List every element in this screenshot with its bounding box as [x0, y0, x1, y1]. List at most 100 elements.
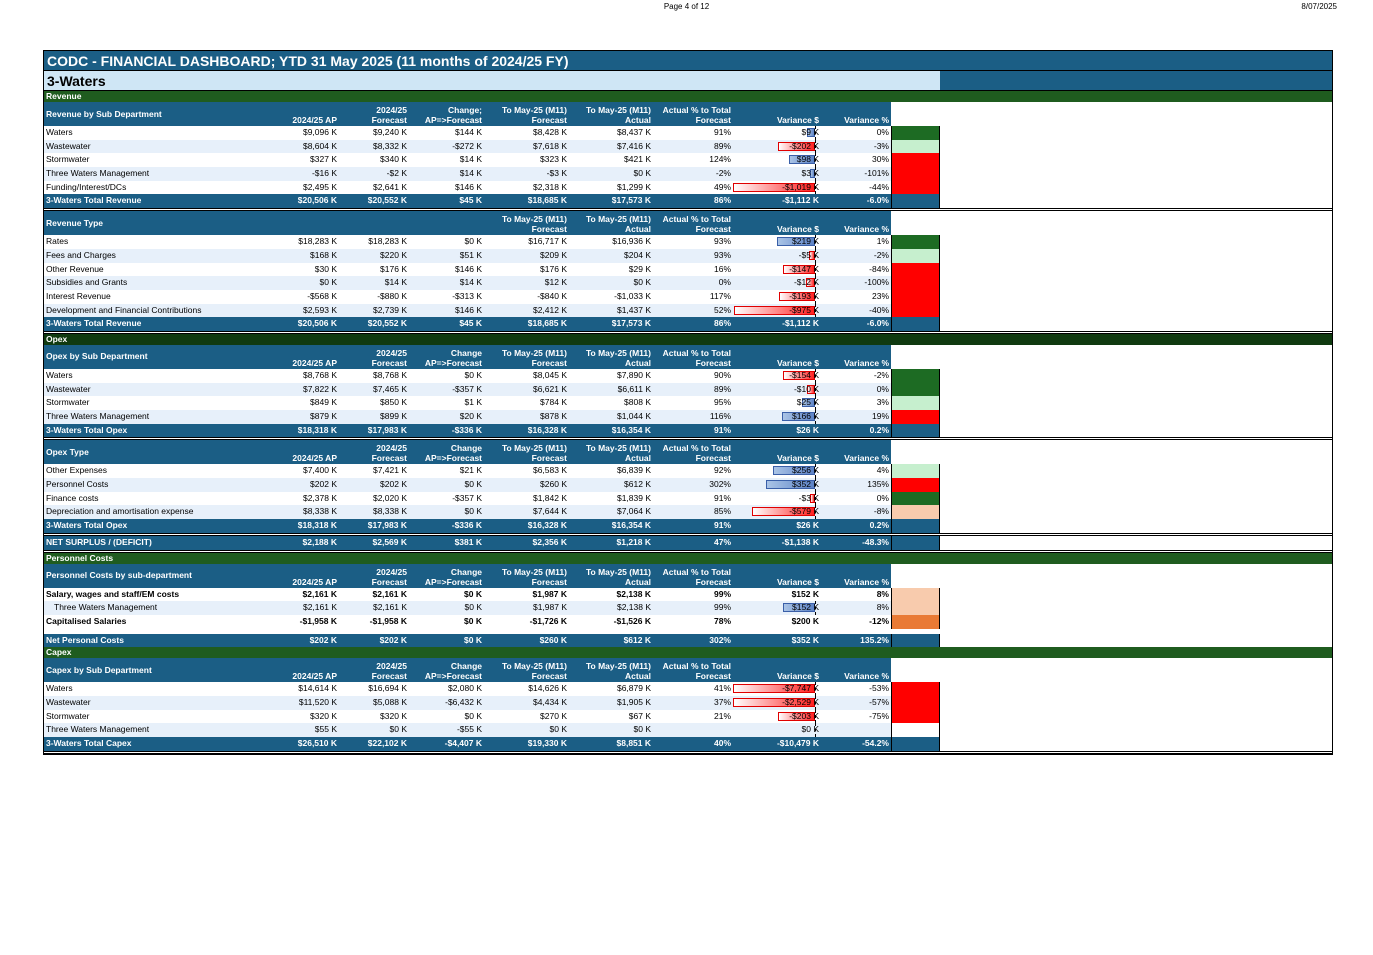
comment-cell[interactable] — [940, 153, 1332, 168]
cell-forecast-value: $17,983 K — [367, 520, 407, 531]
comment-cell[interactable] — [940, 262, 1332, 277]
cell-variance-pct-value: 19% — [871, 411, 889, 421]
comment-cell[interactable] — [940, 248, 1332, 263]
header-ap-text: 2024/25 AP — [292, 115, 337, 125]
comment-cell[interactable] — [940, 289, 1332, 304]
traffic-light — [891, 587, 940, 602]
cell-change: $14 K — [409, 153, 484, 168]
cell-forecast-value: $14 K — [384, 277, 407, 288]
header-pct-forecast: Actual % to Total Forecast — [653, 102, 733, 126]
comment-cell[interactable] — [940, 695, 1332, 710]
comment-cell[interactable] — [940, 368, 1332, 383]
comment-cell[interactable] — [940, 737, 1332, 751]
cell-ap-value: $18,283 K — [298, 236, 337, 247]
variance-axis — [815, 723, 816, 737]
cell-change-value: $0 K — [464, 479, 483, 490]
header-m11-actual: To May-25 (M11) Actual — [569, 564, 653, 588]
traffic-light — [891, 633, 940, 648]
cell-m11-actual: $612 K — [569, 633, 653, 648]
cell-variance-value: $0 K — [801, 724, 820, 735]
cell-variance-pct-value: 135.2% — [860, 634, 889, 645]
traffic-light — [891, 303, 940, 318]
table-row: Salary, wages and staff/EM costs $2,161 K… — [44, 587, 1332, 602]
comment-cell[interactable] — [940, 276, 1332, 290]
comment-cell[interactable] — [940, 709, 1332, 724]
cell-m11-forecast: $18,685 K — [484, 317, 569, 331]
cell-variance-value: -$202 K — [789, 140, 819, 151]
cell-change: $0 K — [409, 587, 484, 602]
cell-ap: $849 K — [284, 396, 339, 410]
comment-cell[interactable] — [940, 396, 1332, 410]
cell-m11-forecast: $18,685 K — [484, 194, 569, 209]
comment-cell[interactable] — [940, 464, 1332, 479]
comment-cell[interactable] — [940, 478, 1332, 492]
cell-change: -$313 K — [409, 289, 484, 304]
comment-cell[interactable] — [940, 682, 1332, 696]
comment-cell[interactable] — [940, 194, 1332, 209]
header-traffic-light-text: Traffic Light — [912, 214, 938, 235]
header-m11-forecast-text: To May-25 (M11) Forecast — [501, 214, 567, 235]
comment-cell[interactable] — [940, 614, 1332, 629]
header-variance-text: Variance $ — [776, 671, 819, 682]
header-m11-actual: To May-25 (M11) Actual — [569, 345, 653, 369]
cell-forecast-value: $320 K — [380, 710, 407, 721]
cell-m11-actual: $6,611 K — [569, 382, 653, 397]
cell-m11-forecast-value: $6,583 K — [532, 465, 567, 476]
comment-cell[interactable] — [940, 633, 1332, 648]
cell-forecast: $2,020 K — [339, 491, 409, 506]
cell-variance-pct-value: -48.3% — [862, 536, 889, 547]
header-comments — [940, 211, 1332, 236]
variance-bar — [752, 507, 815, 517]
table-row: Capitalised Salaries -$1,958 K -$1,958 K $0… — [44, 614, 1332, 629]
cell-change-value: $0 K — [464, 236, 483, 247]
comment-cell[interactable] — [940, 167, 1332, 181]
traffic-light — [891, 317, 940, 331]
cell-variance-value: $352 K — [791, 634, 819, 645]
comment-cell[interactable] — [940, 601, 1332, 615]
cell-change-value: $14 K — [459, 154, 482, 165]
header-m11-forecast: To May-25 (M11) Forecast — [484, 102, 569, 126]
cell-m11-actual: $2,138 K — [569, 587, 653, 602]
cell-forecast: $17,983 K — [339, 519, 409, 533]
traffic-light — [891, 368, 940, 383]
table-row: Personnel Costs $202 K $202 K $0 K $260 K $61… — [44, 478, 1332, 492]
traffic-light — [891, 248, 940, 263]
comment-cell[interactable] — [940, 723, 1332, 737]
header-m11-actual-text: To May-25 (M11) Actual — [585, 661, 651, 682]
comment-cell[interactable] — [940, 382, 1332, 397]
comment-cell[interactable] — [940, 139, 1332, 154]
traffic-light — [891, 601, 940, 615]
cell-variance-value: $200 K — [791, 615, 819, 626]
comment-cell[interactable] — [940, 505, 1332, 520]
cell-pct-forecast: 47% — [653, 535, 733, 550]
cell-variance: $166 K — [733, 410, 821, 424]
comment-cell[interactable] — [940, 423, 1332, 438]
table-row: Subsidies and Grants $0 K $14 K $14 K $12 K $… — [44, 276, 1332, 290]
cell-variance-pct-value: -84% — [869, 263, 889, 274]
cell-variance: $98 K — [733, 153, 821, 168]
cell-variance-pct: 8% — [821, 601, 891, 615]
header-traffic-light: Traffic Light — [891, 211, 940, 236]
cell-variance-value: $9 K — [801, 127, 820, 137]
comment-cell[interactable] — [940, 126, 1332, 140]
comment-cell[interactable] — [940, 587, 1332, 602]
cell-variance: -$975 K — [733, 303, 821, 318]
comment-cell[interactable] — [940, 535, 1332, 550]
traffic-light — [891, 289, 940, 304]
cell-forecast-value: $9,240 K — [372, 127, 407, 137]
comment-cell[interactable] — [940, 303, 1332, 318]
cell-pct-forecast: 86% — [653, 317, 733, 331]
comment-cell[interactable] — [940, 317, 1332, 331]
comment-cell[interactable] — [940, 180, 1332, 195]
cell-ap-value: $8,604 K — [302, 140, 337, 151]
variance-axis — [815, 262, 816, 277]
cell-ap-value: $30 K — [314, 263, 337, 274]
cell-variance-pct: -2% — [821, 368, 891, 383]
comment-cell[interactable] — [940, 235, 1332, 249]
cell-ap-value: $2,161 K — [302, 602, 337, 613]
comment-cell[interactable] — [940, 491, 1332, 506]
table-separator — [44, 549, 1332, 553]
cell-pct-forecast: 41% — [653, 682, 733, 696]
comment-cell[interactable] — [940, 410, 1332, 424]
comment-cell[interactable] — [940, 519, 1332, 533]
